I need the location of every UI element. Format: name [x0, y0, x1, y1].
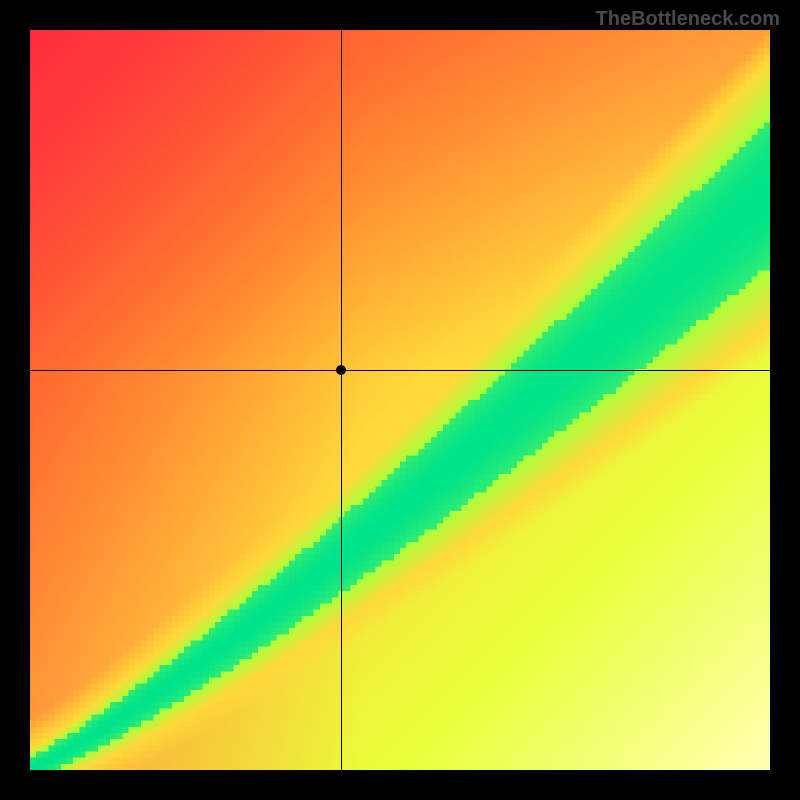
crosshair-horizontal — [30, 370, 770, 371]
crosshair-vertical — [341, 30, 342, 770]
bottleneck-heatmap — [30, 30, 770, 770]
data-point-marker — [336, 365, 346, 375]
watermark-text: TheBottleneck.com — [596, 8, 780, 31]
heatmap-canvas — [30, 30, 770, 770]
